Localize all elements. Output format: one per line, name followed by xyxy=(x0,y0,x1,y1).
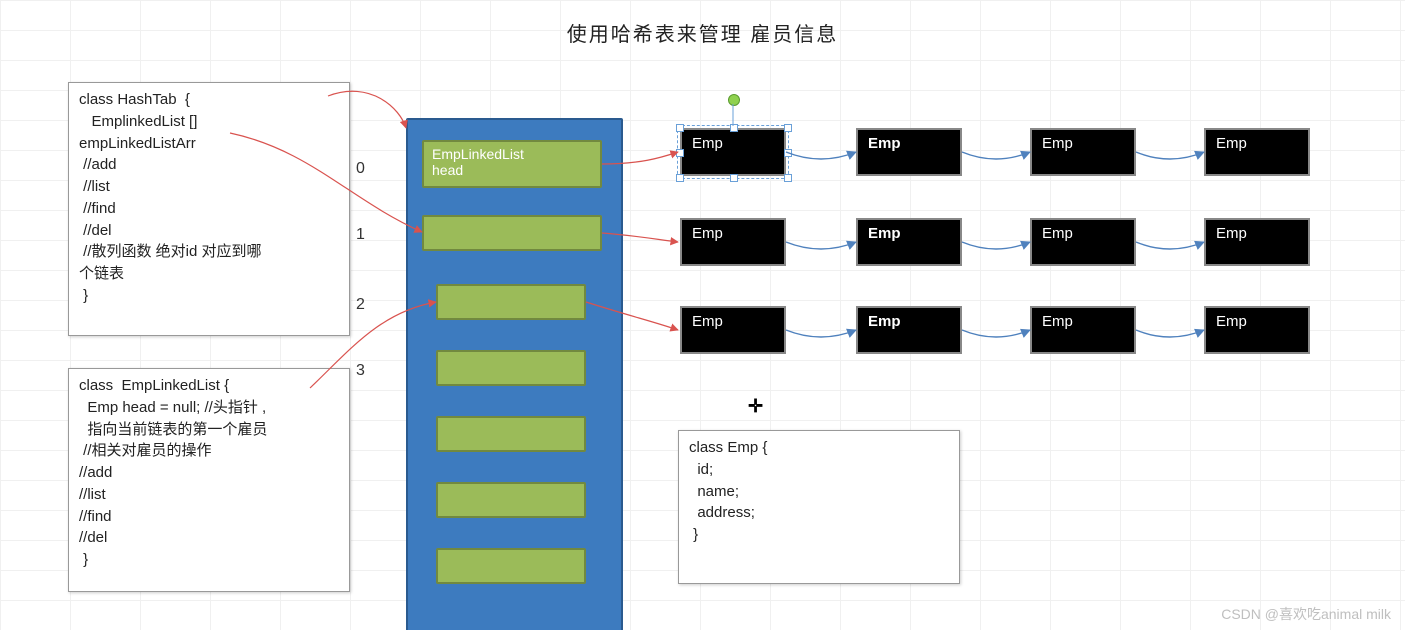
emp-node-9[interactable]: Emp xyxy=(856,306,962,354)
slot-index-2: 2 xyxy=(356,296,365,314)
emp-node-7[interactable]: Emp xyxy=(1204,218,1310,266)
emp-node-5[interactable]: Emp xyxy=(856,218,962,266)
emp-node-1[interactable]: Emp xyxy=(856,128,962,176)
rotation-handle[interactable] xyxy=(728,94,740,106)
emp-node-8[interactable]: Emp xyxy=(680,306,786,354)
selection-handle[interactable] xyxy=(676,149,684,157)
codebox-emplinkedlist: class EmpLinkedList { Emp head = null; /… xyxy=(68,368,350,592)
hash-slot-2 xyxy=(436,284,586,320)
hash-slot-0: EmpLinkedList head xyxy=(422,140,602,188)
selection-handle[interactable] xyxy=(676,174,684,182)
emp-node-2[interactable]: Emp xyxy=(1030,128,1136,176)
selection-handle[interactable] xyxy=(676,124,684,132)
selection-handle[interactable] xyxy=(784,149,792,157)
emp-node-11[interactable]: Emp xyxy=(1204,306,1310,354)
emp-node-4[interactable]: Emp xyxy=(680,218,786,266)
hash-slot-5 xyxy=(436,482,586,518)
selection-handle[interactable] xyxy=(784,174,792,182)
selection-handle[interactable] xyxy=(784,124,792,132)
emp-node-6[interactable]: Emp xyxy=(1030,218,1136,266)
selection-handle[interactable] xyxy=(730,124,738,132)
selection-handle[interactable] xyxy=(730,174,738,182)
hash-slot-6 xyxy=(436,548,586,584)
codebox-hashtab: class HashTab { EmplinkedList [] empLink… xyxy=(68,82,350,336)
slot-index-0: 0 xyxy=(356,160,365,178)
hash-slot-3 xyxy=(436,350,586,386)
emp-node-3[interactable]: Emp xyxy=(1204,128,1310,176)
watermark: CSDN @喜欢吃animal milk xyxy=(1221,604,1391,624)
diagram-title: 使用哈希表来管理 雇员信息 xyxy=(0,18,1405,47)
hash-slot-label: EmpLinkedList head xyxy=(432,146,592,178)
emp-node-10[interactable]: Emp xyxy=(1030,306,1136,354)
slot-index-3: 3 xyxy=(356,362,365,380)
hash-slot-4 xyxy=(436,416,586,452)
emp-node-0[interactable]: Emp xyxy=(680,128,786,176)
slot-index-1: 1 xyxy=(356,226,365,244)
hash-slot-1 xyxy=(422,215,602,251)
move-cursor-icon: ✛ xyxy=(748,396,763,417)
codebox-emp: class Emp { id; name; address; } xyxy=(678,430,960,584)
